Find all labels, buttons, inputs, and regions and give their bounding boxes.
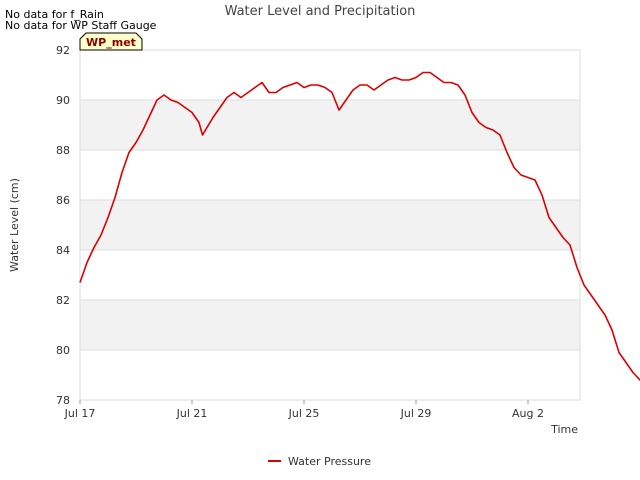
y-tick-label-92: 92 bbox=[56, 44, 70, 57]
plot-band-0 bbox=[80, 300, 580, 350]
y-tick-label-88: 88 bbox=[56, 144, 70, 157]
legend: Water Pressure bbox=[268, 455, 371, 468]
site-badge-label: WP_met bbox=[86, 36, 136, 49]
site-badge-shape bbox=[79, 32, 143, 51]
legend-label: Water Pressure bbox=[288, 455, 371, 468]
y-tick-label-82: 82 bbox=[56, 294, 70, 307]
y-tick-label-78: 78 bbox=[56, 394, 70, 407]
x-tick-label: Jul 21 bbox=[176, 407, 208, 420]
y-axis-ticks: 78 80 82 84 86 88 90 92 bbox=[56, 44, 70, 407]
x-tick-label: Aug 2 bbox=[512, 407, 544, 420]
y-tick-label-86: 86 bbox=[56, 194, 70, 207]
x-axis-ticks: Jul 17 Jul 21 Jul 25 Jul 29 Aug 2 bbox=[64, 400, 544, 420]
no-data-note-staff-gauge: No data for WP Staff Gauge bbox=[5, 19, 157, 32]
series-line-water-pressure bbox=[79, 71, 640, 382]
no-data-note-rain: No data for f_Rain bbox=[5, 8, 104, 21]
plot-band-1 bbox=[80, 200, 580, 250]
x-tick-label: Jul 29 bbox=[400, 407, 432, 420]
x-axis-label: Time bbox=[550, 423, 578, 436]
y-tick-label-90: 90 bbox=[56, 94, 70, 107]
y-tick-label-84: 84 bbox=[56, 244, 70, 257]
x-tick-label: Jul 17 bbox=[64, 407, 96, 420]
plot-band-2 bbox=[80, 100, 580, 150]
plot-bands bbox=[80, 100, 580, 350]
chart-title: Water Level and Precipitation bbox=[225, 4, 416, 19]
site-badge: WP_met bbox=[79, 32, 143, 51]
x-tick-label: Jul 25 bbox=[288, 407, 320, 420]
y-tick-label-80: 80 bbox=[56, 344, 70, 357]
plot-frame bbox=[79, 49, 581, 401]
grid-lines bbox=[80, 49, 580, 401]
y-axis-label: Water Level (cm) bbox=[8, 178, 21, 272]
